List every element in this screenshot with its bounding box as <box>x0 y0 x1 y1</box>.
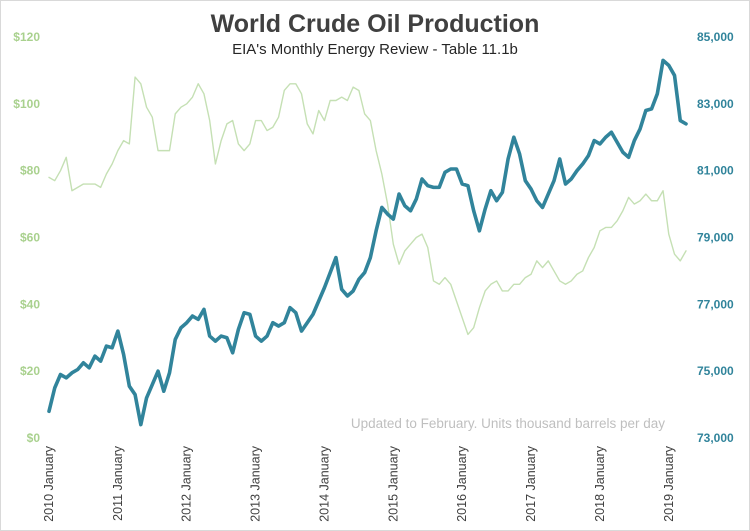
right-tick-label: 77,000 <box>697 297 734 311</box>
chart-annotation: Updated to February. Units thousand barr… <box>351 416 665 431</box>
x-tick-label: 2010 January <box>42 445 56 522</box>
x-tick-label: 2019 January <box>662 445 676 522</box>
x-tick-label: 2018 January <box>593 445 607 522</box>
x-tick-label: 2015 January <box>386 445 400 522</box>
right-tick-label: 75,000 <box>697 364 734 378</box>
right-tick-label: 85,000 <box>697 30 734 44</box>
left-tick-label: $40 <box>20 297 40 311</box>
right-tick-label: 79,000 <box>697 231 734 245</box>
x-tick-label: 2017 January <box>524 445 538 522</box>
right-tick-label: 73,000 <box>697 431 734 445</box>
right-tick-label: 81,000 <box>697 164 734 178</box>
x-axis-ticks: 2010 January 2011 January 2012 January 2013… <box>42 445 676 522</box>
chart-subtitle: EIA's Monthly Energy Review - Table 11.1… <box>232 41 518 58</box>
x-tick-label: 2012 January <box>180 445 194 522</box>
x-tick-label: 2014 January <box>317 445 331 522</box>
oil-price-line <box>48 76 687 336</box>
x-tick-label: 2013 January <box>249 445 263 522</box>
left-tick-label: $0 <box>27 431 41 445</box>
left-tick-label: $80 <box>20 164 40 178</box>
right-tick-label: 83,000 <box>697 97 734 111</box>
left-axis-ticks: $0 $20 $40 $60 $80 $100 $120 <box>13 30 40 445</box>
right-axis-ticks: 73,000 75,000 77,000 79,000 81,000 83,000 85,0… <box>697 30 734 445</box>
x-tick-label: 2016 January <box>455 445 469 522</box>
series-layer <box>47 58 688 427</box>
left-tick-label: $60 <box>20 231 40 245</box>
left-tick-label: $20 <box>20 364 40 378</box>
left-tick-label: $120 <box>13 30 40 44</box>
oil-production-line <box>47 58 688 427</box>
left-tick-label: $100 <box>13 97 40 111</box>
chart-title: World Crude Oil Production <box>211 10 540 38</box>
x-tick-label: 2011 January <box>111 445 125 521</box>
